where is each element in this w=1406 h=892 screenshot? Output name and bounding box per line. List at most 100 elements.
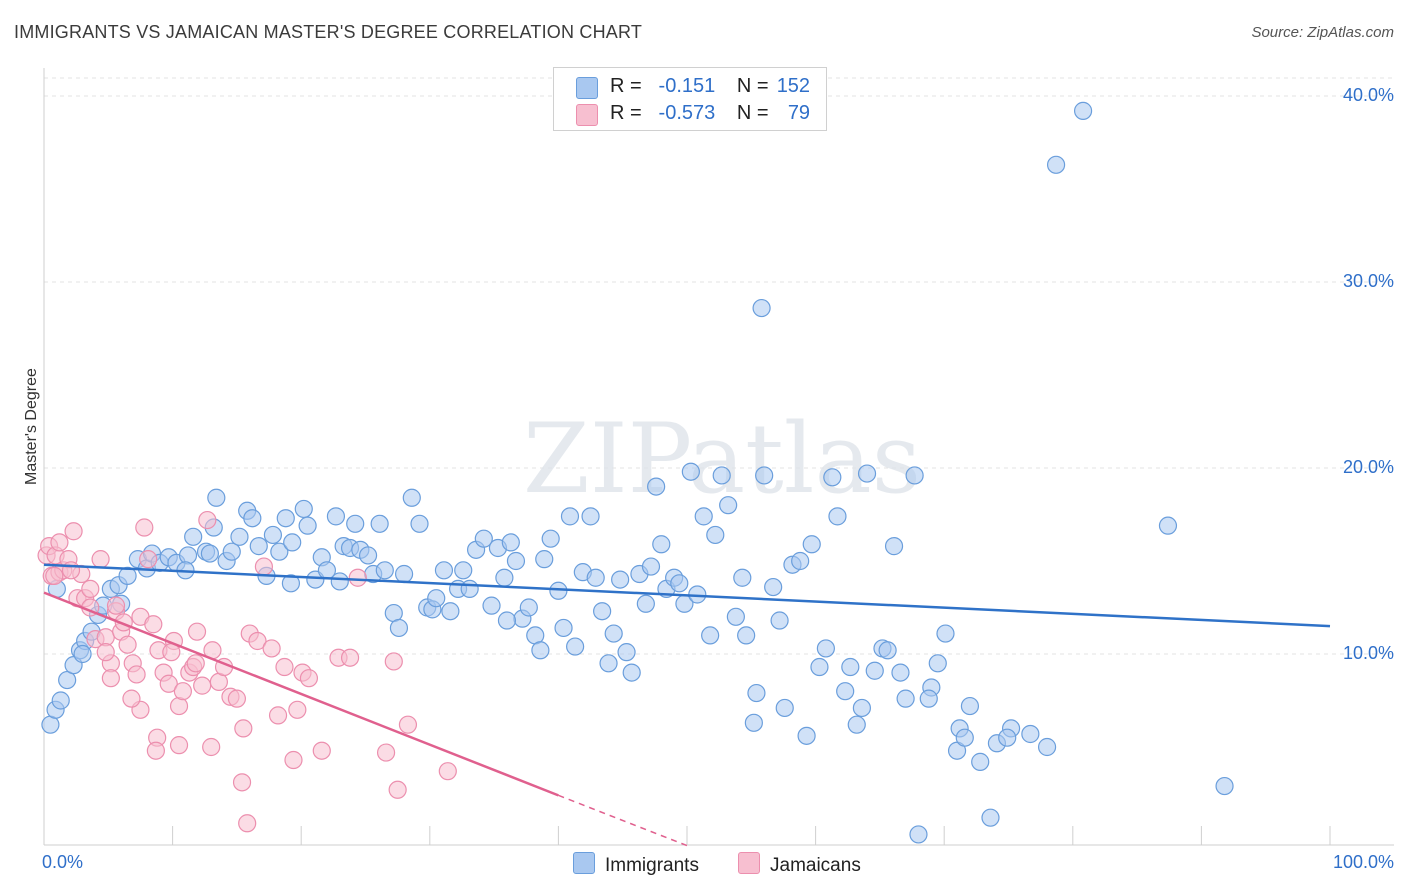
immigrants-point (960, 696, 980, 716)
immigrants-point (636, 594, 655, 613)
immigrants-point (928, 654, 947, 673)
immigrants-point (501, 533, 520, 552)
immigrants-point (519, 598, 538, 617)
jamaicans-point (312, 741, 331, 760)
immigrants-point (474, 529, 493, 548)
immigrants-point (298, 516, 317, 535)
jamaicans-point (388, 780, 407, 799)
immigrants-point (531, 641, 550, 660)
immigrants-point (554, 618, 573, 638)
immigrants-point (1158, 516, 1178, 535)
jamaicans-point (398, 715, 418, 734)
legend-n-label: N = (736, 102, 769, 124)
immigrants-point (755, 466, 774, 485)
immigrants-point (506, 551, 526, 571)
jamaicans-point (376, 743, 396, 762)
legend-swatch-immigrants (576, 77, 598, 99)
immigrants-point (495, 568, 514, 587)
immigrants-point (641, 557, 661, 576)
immigrants-point (857, 464, 877, 483)
immigrants-point (971, 752, 990, 771)
immigrants-point (878, 641, 897, 660)
gridlines (44, 77, 1394, 655)
source-label: Source: ZipAtlas.com (1251, 24, 1394, 41)
immigrants-point (249, 537, 268, 556)
jamaicans-point (234, 719, 253, 738)
jamaicans-point (438, 762, 457, 781)
immigrants-point (200, 544, 219, 563)
immigrants-point (599, 654, 618, 673)
immigrants-point (706, 525, 725, 545)
legend-r-value: -0.573 (658, 102, 716, 124)
jamaicans-point (186, 654, 205, 673)
jamaicans-point (139, 550, 158, 569)
immigrants-points (41, 101, 1234, 844)
trend-lines (43, 563, 1331, 847)
immigrants-point (51, 691, 70, 710)
immigrants-point (770, 611, 789, 630)
immigrants-point (936, 624, 955, 643)
axes (43, 68, 1394, 846)
immigrants-point (611, 570, 630, 589)
immigrants-point (243, 509, 262, 528)
jamaicans-point (169, 736, 189, 755)
immigrants-point (891, 663, 910, 682)
immigrants-point (744, 713, 763, 732)
bottom-legend-label-jamaicans: Jamaicans (770, 855, 861, 876)
y-tick-label: 30.0% (1342, 271, 1394, 291)
immigrants-point (775, 698, 794, 718)
immigrants-point (1046, 155, 1066, 174)
immigrants-point (998, 728, 1017, 747)
immigrants-point (178, 546, 198, 565)
immigrants-point (752, 298, 771, 318)
immigrants-point (884, 537, 904, 556)
immigrants-point (566, 637, 585, 656)
jamaicans-point (348, 568, 367, 587)
jamaicans-point (135, 518, 154, 537)
correlation-legend: R = -0.151 N = 152 R = -0.573 N = 79 (553, 67, 827, 131)
immigrants-point (593, 602, 612, 621)
jamaicans-point (202, 737, 221, 757)
immigrants-point (719, 496, 738, 515)
immigrants-point (604, 624, 623, 643)
immigrants-point (410, 514, 429, 533)
immigrants-point (535, 550, 554, 569)
immigrants-point (1021, 724, 1040, 744)
jamaicans-point (45, 566, 64, 585)
y-tick-label: 40.0% (1342, 85, 1394, 105)
immigrants-point (427, 589, 446, 608)
immigrants-point (1073, 101, 1093, 120)
immigrants-trend-line (43, 563, 1331, 628)
jamaicans-point (61, 561, 81, 580)
immigrants-point (375, 561, 394, 580)
x-tick-label-max: 100.0% (1332, 852, 1394, 872)
immigrants-point (919, 689, 938, 708)
jamaicans-point (50, 533, 69, 552)
immigrants-point (434, 561, 454, 580)
immigrants-point (647, 477, 666, 496)
immigrants-point (402, 488, 421, 507)
immigrants-point (791, 551, 810, 571)
immigrants-point (865, 661, 884, 680)
legend-n-value: 79 (787, 102, 811, 124)
jamaicans-point (340, 648, 360, 667)
bottom-legend-label-immigrants: Immigrants (605, 855, 699, 876)
y-tick-label: 10.0% (1342, 643, 1394, 663)
bottom-legend-jamaicans: Jamaicans (738, 852, 861, 877)
immigrants-point (358, 546, 378, 565)
immigrants-point (294, 499, 313, 519)
jamaicans-point (169, 696, 189, 716)
jamaicans-point (232, 773, 252, 792)
immigrants-point (726, 607, 745, 626)
immigrants-point (586, 568, 605, 587)
jamaicans-points (37, 510, 457, 833)
immigrants-point (230, 527, 249, 546)
immigrants-point (823, 468, 842, 487)
jamaicans-point (81, 579, 100, 599)
jamaicans-point (159, 674, 178, 693)
immigrants-point (276, 509, 295, 528)
immigrants-point (955, 728, 974, 747)
immigrants-point (764, 577, 783, 597)
immigrants-point (670, 574, 689, 593)
